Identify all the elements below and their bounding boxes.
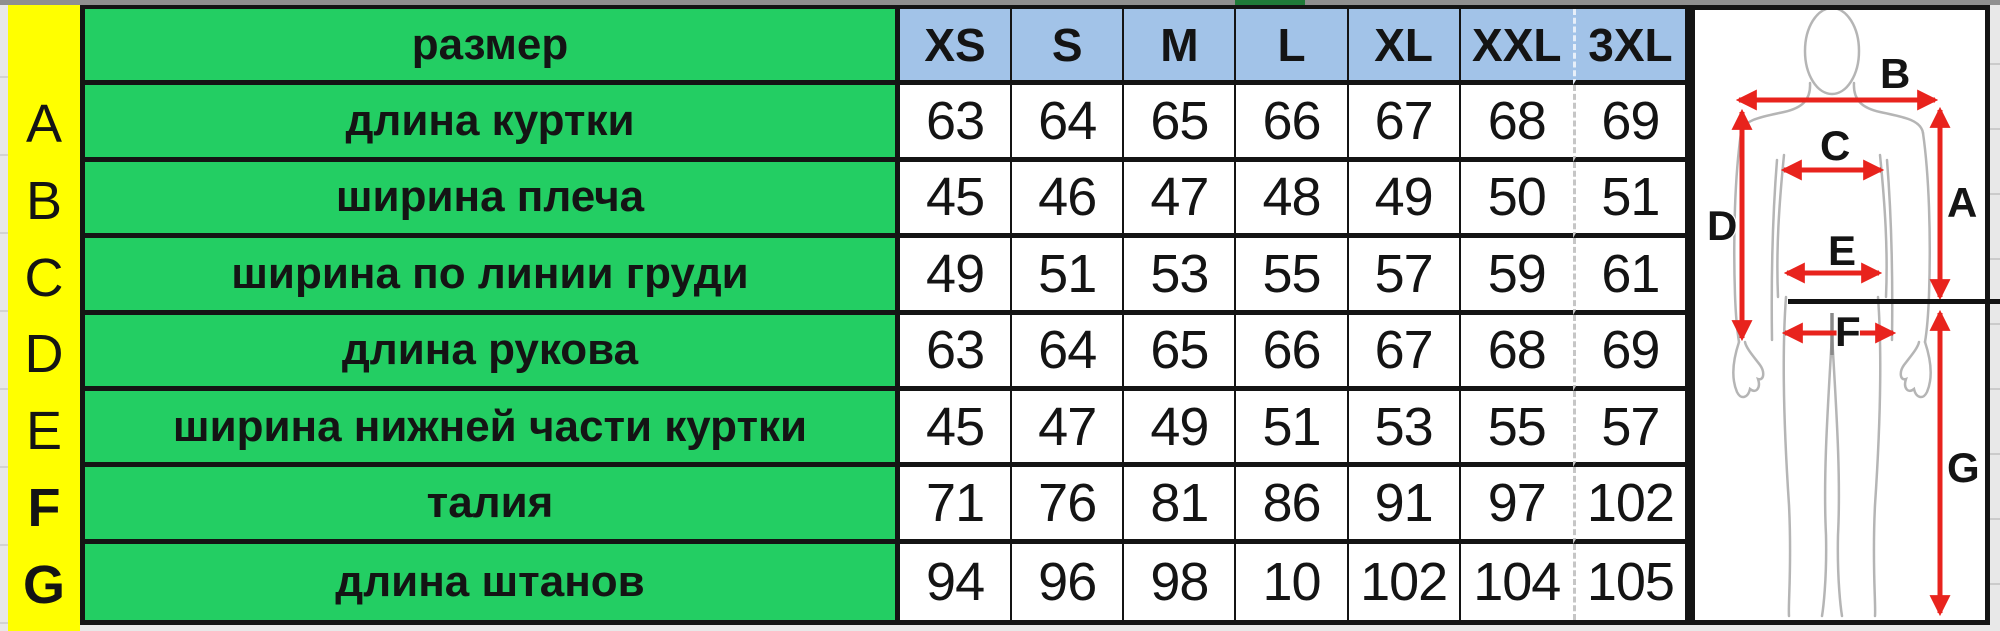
value-cell-D-M: 65	[1124, 314, 1237, 391]
value-cell-F-S: 76	[1012, 467, 1125, 544]
figure-label-D: D	[1707, 202, 1737, 249]
value-cell-A-L: 66	[1236, 85, 1349, 162]
measure-label-A: длина куртки	[85, 85, 900, 162]
value-cell-B-XS: 45	[900, 161, 1013, 239]
value-cell-G-3XL: 105	[1572, 543, 1685, 620]
value-cell-D-L: 66	[1236, 314, 1349, 391]
value-cell-A-3XL: 69	[1572, 85, 1685, 162]
column-header-3XL: 3XL	[1572, 9, 1685, 86]
figure-label-E: E	[1828, 227, 1856, 274]
measurement-arrows	[1731, 89, 1951, 617]
body-diagram-svg: B A D C E F G	[1706, 10, 1981, 618]
value-cell-D-S: 64	[1012, 314, 1125, 391]
value-cell-C-XS: 49	[900, 238, 1013, 315]
value-cell-G-M: 98	[1124, 543, 1237, 620]
value-cell-C-M: 53	[1124, 238, 1237, 315]
spreadsheet-left-margin	[0, 0, 8, 631]
measure-label-E: ширина нижней части куртки	[85, 390, 900, 468]
value-cell-D-XS: 63	[900, 314, 1013, 391]
column-header-M: M	[1124, 9, 1237, 86]
column-header-S: S	[1012, 9, 1125, 86]
top-edge-green-segment	[1235, 0, 1305, 5]
value-cell-F-XL: 91	[1348, 467, 1461, 544]
table-header-size-label: размер	[85, 9, 900, 86]
value-cell-A-S: 64	[1012, 85, 1125, 162]
row-letter-B: B	[25, 170, 63, 231]
column-header-XS: XS	[900, 9, 1013, 86]
value-cell-B-XXL: 50	[1460, 161, 1573, 239]
value-cell-E-XS: 45	[900, 390, 1013, 468]
value-cell-E-L: 51	[1236, 390, 1349, 468]
column-header-L: L	[1236, 9, 1349, 86]
value-cell-F-XS: 71	[900, 467, 1013, 544]
value-cell-A-XL: 67	[1348, 85, 1461, 162]
value-cell-D-XL: 67	[1348, 314, 1461, 391]
figure-label-B: B	[1880, 50, 1910, 97]
row-letter-F: F	[27, 477, 61, 538]
spreadsheet-right-margin	[1990, 0, 2000, 631]
value-cell-A-M: 65	[1124, 85, 1237, 162]
row-letter-E: E	[25, 401, 63, 462]
waist-reference-line	[1788, 299, 2000, 304]
value-cell-G-XXL: 104	[1460, 543, 1573, 620]
value-cell-E-XXL: 55	[1460, 390, 1573, 468]
value-cell-F-XXL: 97	[1460, 467, 1573, 544]
value-cell-B-S: 46	[1012, 161, 1125, 239]
spreadsheet-top-edge	[0, 0, 2000, 5]
value-cell-C-XXL: 59	[1460, 238, 1573, 315]
row-letter-A: A	[25, 94, 63, 155]
value-cell-F-3XL: 102	[1572, 467, 1685, 544]
row-letter-G: G	[22, 554, 65, 615]
figure-label-A: A	[1947, 179, 1977, 226]
value-cell-D-XXL: 68	[1460, 314, 1573, 391]
value-cell-G-L: 10	[1236, 543, 1349, 620]
value-cell-G-XS: 94	[900, 543, 1013, 620]
figure-label-G: G	[1947, 444, 1980, 491]
value-cell-A-XXL: 68	[1460, 85, 1573, 162]
value-cell-E-XL: 53	[1348, 390, 1461, 468]
value-cell-B-M: 47	[1124, 161, 1237, 239]
value-cell-B-3XL: 51	[1572, 161, 1685, 239]
value-cell-D-3XL: 69	[1572, 314, 1685, 391]
value-cell-C-3XL: 61	[1572, 238, 1685, 315]
value-cell-G-XL: 102	[1348, 543, 1461, 620]
value-cell-E-3XL: 57	[1572, 390, 1685, 468]
value-cell-F-L: 86	[1236, 467, 1349, 544]
value-cell-E-M: 49	[1124, 390, 1237, 468]
figure-label-F: F	[1835, 308, 1861, 355]
measure-label-B: ширина плеча	[85, 161, 900, 239]
measure-label-C: ширина по линии груди	[85, 238, 900, 315]
figure-label-C: C	[1820, 122, 1850, 169]
row-letter-D: D	[24, 324, 64, 385]
value-cell-B-L: 48	[1236, 161, 1349, 239]
value-cell-F-M: 81	[1124, 467, 1237, 544]
measure-label-G: длина штанов	[85, 543, 900, 620]
value-cell-E-S: 47	[1012, 390, 1125, 468]
body-measurement-diagram: B A D C E F G	[1690, 5, 1990, 625]
column-header-XL: XL	[1348, 9, 1461, 86]
value-cell-G-S: 96	[1012, 543, 1125, 620]
row-letter-C: C	[24, 247, 64, 308]
value-cell-C-S: 51	[1012, 238, 1125, 315]
measure-label-F: талия	[85, 467, 900, 544]
measurement-labels: B A D C E F G	[1706, 49, 1981, 493]
value-cell-B-XL: 49	[1348, 161, 1461, 239]
value-cell-A-XS: 63	[900, 85, 1013, 162]
value-cell-C-XL: 57	[1348, 238, 1461, 315]
column-header-XXL: XXL	[1460, 9, 1573, 86]
value-cell-C-L: 55	[1236, 238, 1349, 315]
size-table: размер XS S M L XL XXL 3XL длина куртки 63 64 65 66 6…	[80, 5, 1690, 625]
measure-label-D: длина рукова	[85, 314, 900, 391]
letter-spacer	[8, 9, 80, 86]
